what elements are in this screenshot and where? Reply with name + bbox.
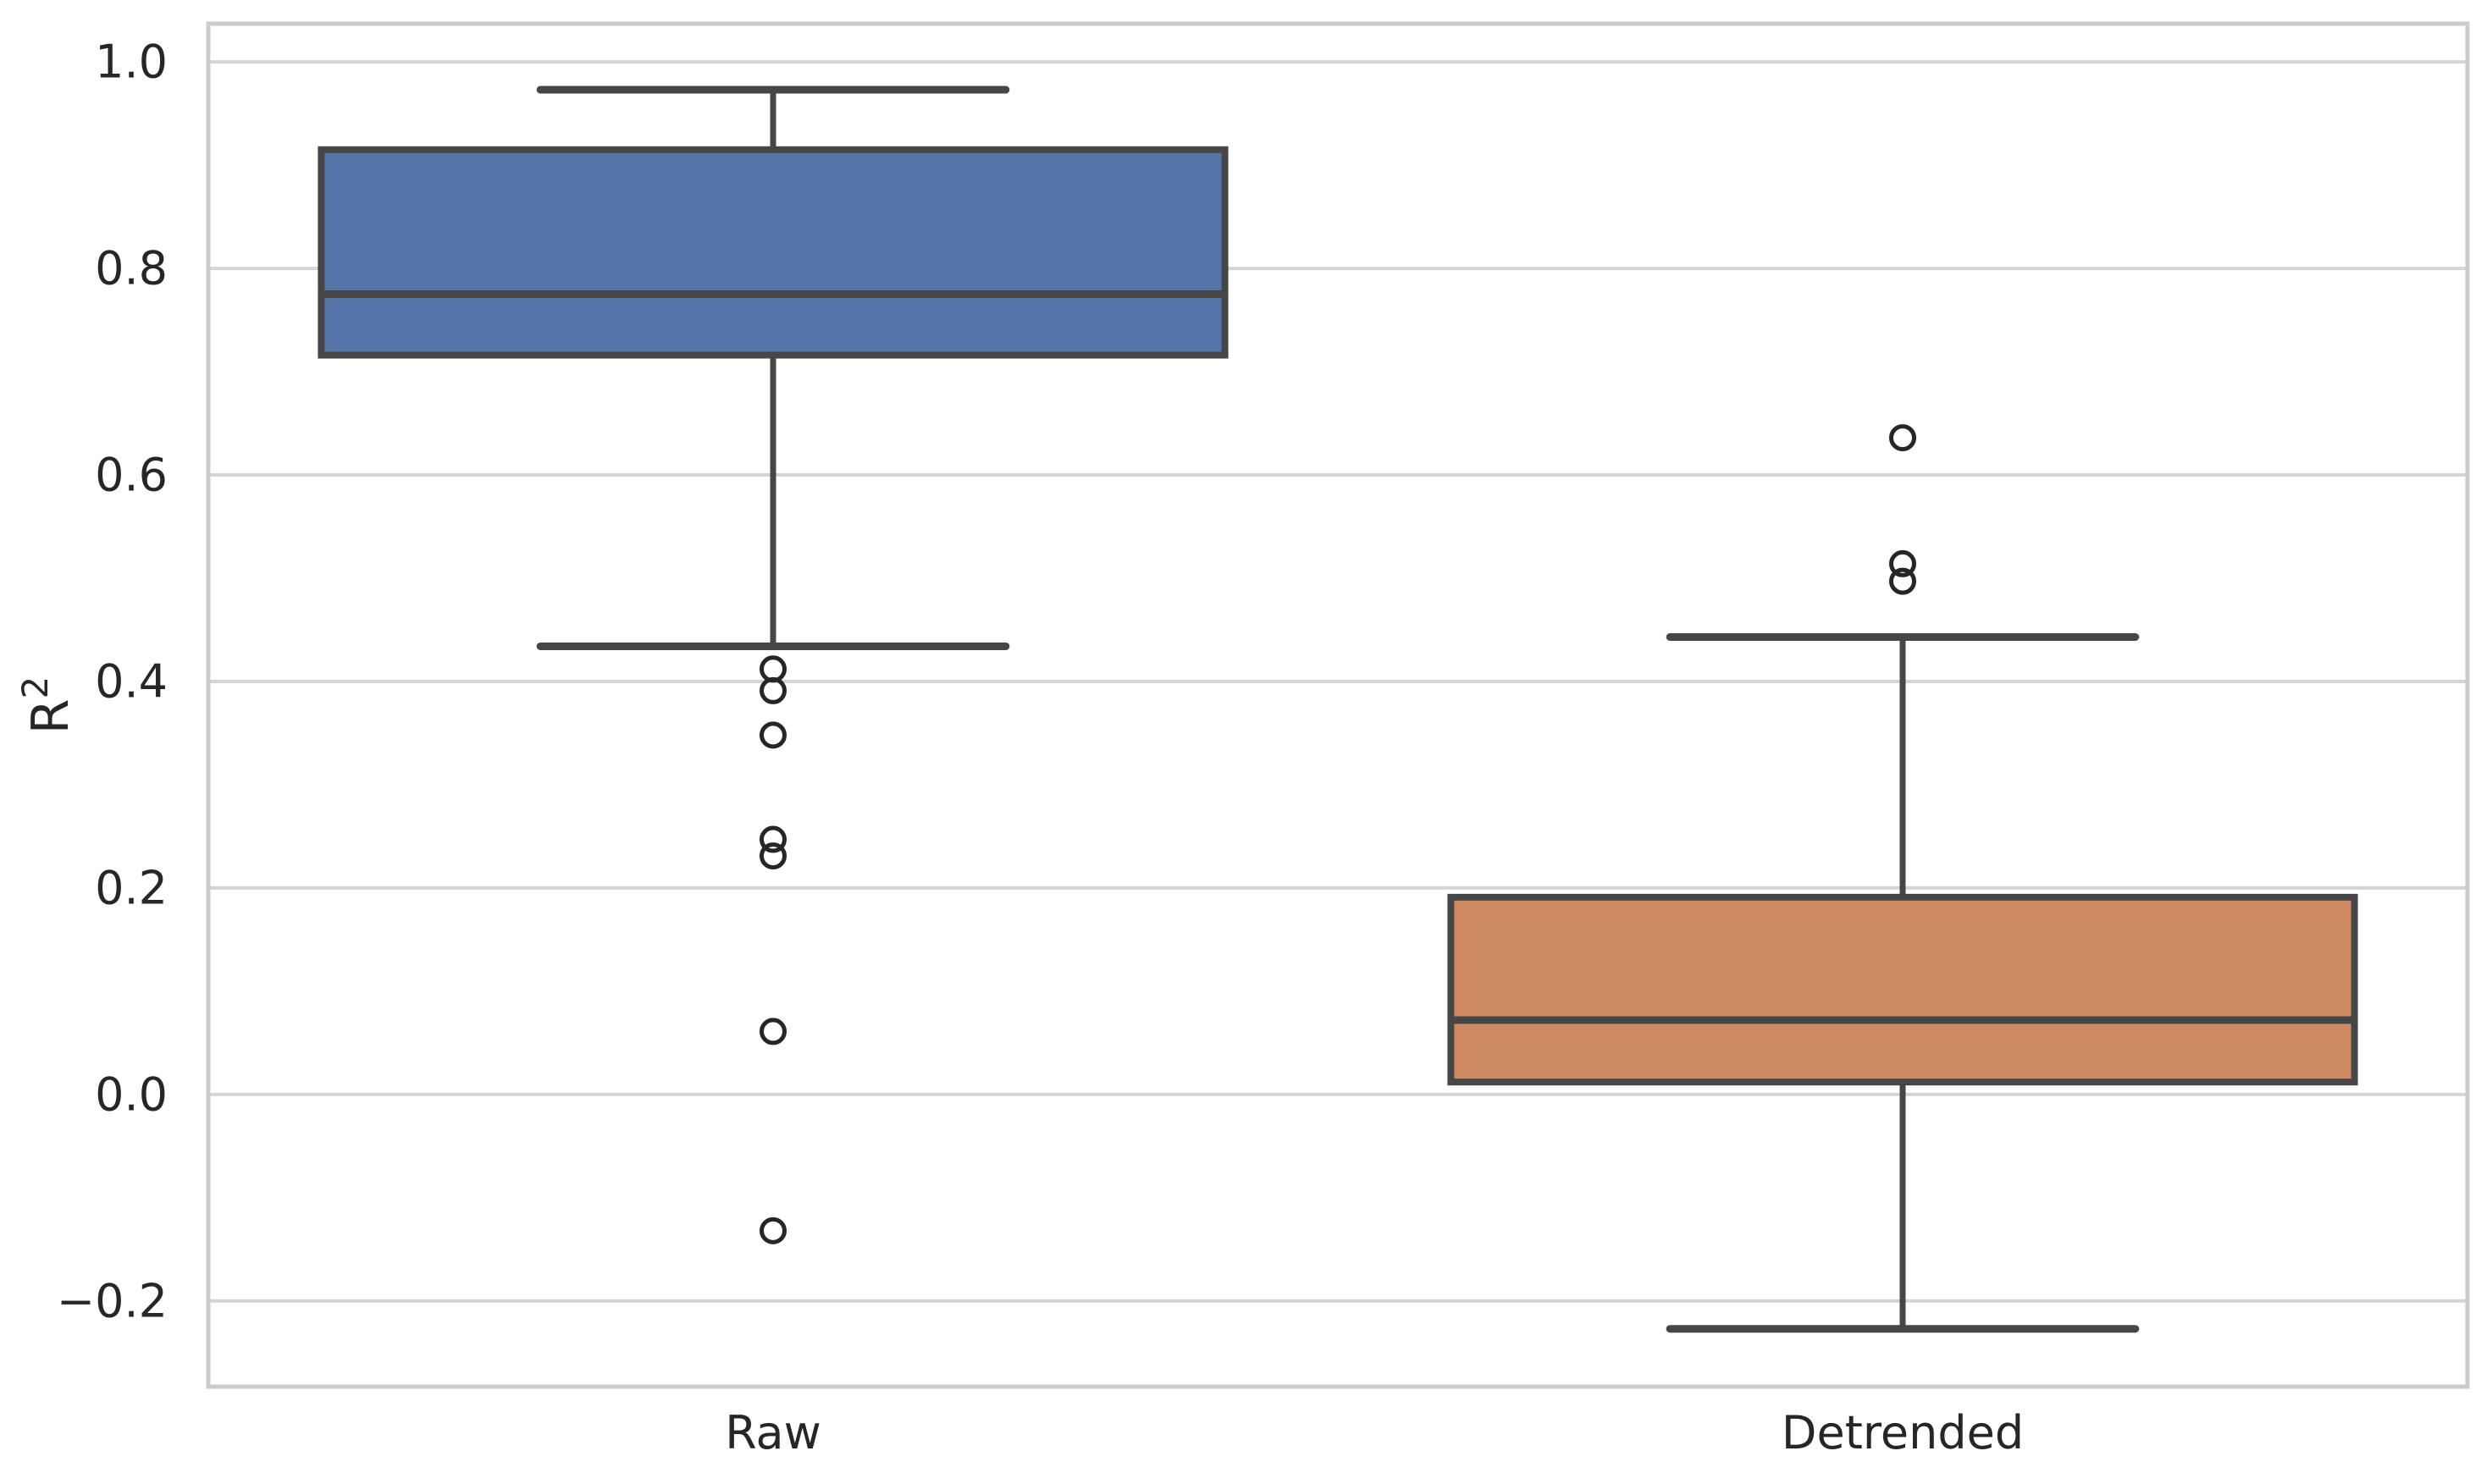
y-tick-label: 0.2 <box>95 861 168 914</box>
outlier-raw <box>760 842 787 870</box>
y-tick-label: 0.0 <box>95 1067 168 1121</box>
outlier-raw <box>760 1018 787 1045</box>
x-tick-label-raw: Raw <box>725 1406 821 1459</box>
outlier-raw <box>760 721 787 749</box>
box-raw <box>318 146 1229 359</box>
y-tick-label: 0.6 <box>95 449 168 502</box>
outlier-raw <box>760 676 787 704</box>
y-tick-label: 0.8 <box>95 242 168 295</box>
y-tick-label: 1.0 <box>95 36 168 89</box>
outlier-raw <box>760 1216 787 1244</box>
y-tick-label: 0.4 <box>95 654 168 708</box>
box-detrended <box>1447 893 2358 1086</box>
outlier-detrended <box>1889 424 1916 452</box>
x-tick-label-detrended: Detrended <box>1782 1406 2024 1459</box>
y-tick-label: −0.2 <box>57 1274 168 1327</box>
outlier-raw <box>760 825 787 853</box>
y-axis-title: R2 <box>14 676 80 734</box>
outlier-detrended <box>1889 567 1916 595</box>
outlier-detrended <box>1889 549 1916 577</box>
plot-border <box>206 21 2470 1389</box>
